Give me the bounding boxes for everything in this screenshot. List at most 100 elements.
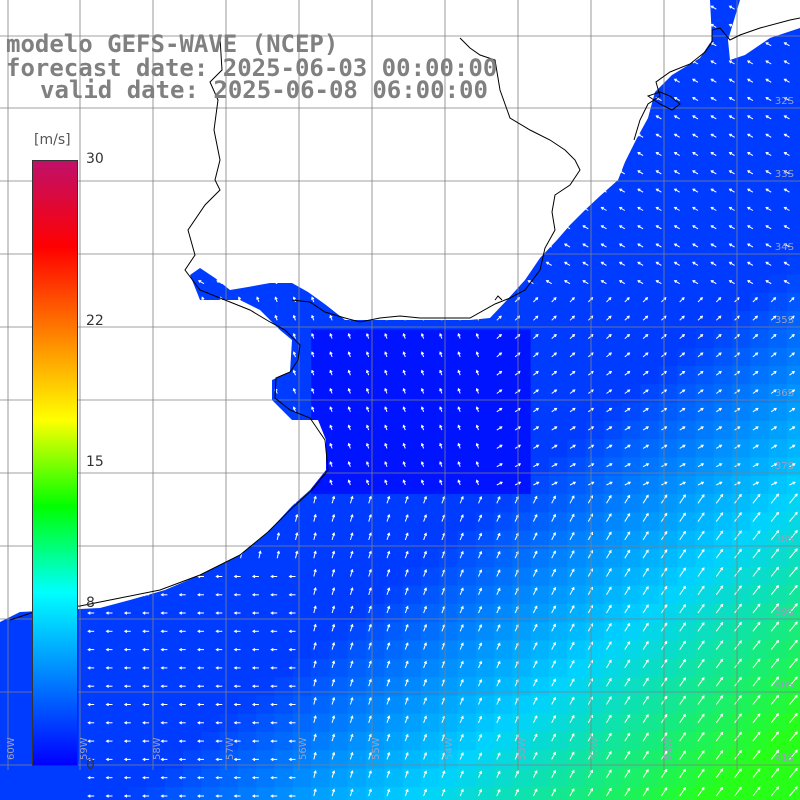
wind-arrow-head (746, 225, 751, 229)
wind-arrow-head (700, 370, 704, 374)
wind-arrow-head (535, 426, 540, 430)
wind-arrow-head (645, 444, 650, 448)
wind-arrow-head (757, 511, 761, 516)
field-cell (494, 494, 513, 513)
wind-arrow-head (673, 97, 678, 101)
field-cell (347, 732, 367, 751)
wind-arrow (313, 496, 317, 504)
field-cell (603, 292, 623, 312)
wind-arrow-head (457, 333, 461, 337)
wind-arrow-head (637, 152, 641, 155)
wind-arrow-head (87, 684, 91, 688)
wind-arrow-head (627, 444, 631, 448)
field-cell (732, 713, 751, 733)
field-cell (549, 713, 568, 733)
field-cell (677, 109, 696, 129)
wind-arrow-head (499, 463, 503, 467)
wind-arrow (386, 496, 390, 504)
field-cell (237, 567, 257, 587)
field-cell (366, 402, 385, 422)
wind-arrow (679, 481, 686, 486)
field-cell (677, 366, 696, 385)
field-cell (603, 311, 623, 330)
wind-arrow-head (591, 481, 595, 485)
field-cell (786, 146, 800, 166)
wind-arrow-head (746, 115, 751, 119)
wind-arrow (441, 661, 445, 669)
field-cell (494, 457, 513, 477)
wind-arrow (679, 549, 686, 559)
wind-arrow (715, 585, 724, 596)
wind-arrow-head (773, 315, 777, 319)
wind-arrow-head (627, 513, 631, 517)
wind-arrow (752, 426, 759, 431)
field-cell (695, 237, 715, 257)
wind-arrow-head (497, 550, 501, 555)
field-cell (91, 732, 111, 751)
field-cell (402, 494, 422, 513)
field-cell (549, 658, 568, 678)
wind-arrow (715, 622, 724, 632)
wind-arrow-head (710, 60, 714, 64)
wind-arrow (349, 624, 353, 632)
field-cell (420, 439, 440, 459)
field-cell (274, 640, 294, 660)
field-cell (311, 311, 330, 330)
field-cell (311, 658, 330, 678)
wind-arrow-head (368, 605, 372, 609)
wind-arrow (752, 494, 761, 504)
wind-arrow-head (773, 444, 778, 448)
field-cell (713, 713, 733, 733)
wind-arrow-head (478, 587, 483, 591)
wind-arrow-head (627, 604, 631, 608)
field-cell (622, 494, 642, 513)
wind-arrow-head (655, 225, 659, 229)
wind-arrow-head (737, 426, 741, 430)
wind-arrow-head (608, 622, 612, 627)
wind-arrow-head (618, 261, 623, 265)
wind-arrow (582, 261, 589, 266)
wind-arrow-head (347, 461, 351, 465)
field-cell (713, 512, 733, 532)
wind-arrow (331, 496, 335, 504)
wind-arrow (478, 643, 482, 650)
wind-arrow (459, 661, 464, 669)
wind-arrow-head (673, 170, 678, 174)
field-cell (603, 201, 623, 221)
wind-arrow-head (384, 442, 388, 447)
field-cell (311, 549, 330, 568)
wind-arrow (715, 695, 724, 705)
wind-arrow (564, 261, 571, 266)
wind-arrow-head (738, 621, 742, 626)
wind-arrow-head (710, 225, 714, 229)
wind-arrow-head (535, 333, 539, 338)
wind-arrow (587, 660, 593, 669)
wind-arrow-head (497, 605, 501, 610)
field-cell (640, 567, 660, 587)
field-cell (603, 219, 623, 239)
field-cell (0, 640, 19, 660)
wind-arrow (423, 533, 427, 541)
wind-arrow-head (498, 370, 503, 374)
field-cell (658, 786, 678, 800)
wind-arrow (386, 661, 390, 669)
field-cell (786, 256, 800, 276)
wind-arrow (331, 551, 335, 559)
field-cell (567, 311, 587, 330)
wind-arrow-head (738, 511, 742, 516)
wind-arrow-head (645, 695, 649, 700)
field-cell (219, 695, 239, 715)
wind-arrow-head (765, 78, 769, 82)
field-cell (0, 750, 19, 770)
wind-arrow (770, 567, 779, 577)
field-cell (768, 366, 788, 385)
field-cell (732, 73, 751, 93)
wind-arrow (679, 494, 686, 504)
wind-arrow-head (773, 407, 777, 411)
field-cell (146, 658, 166, 678)
field-cell (402, 530, 422, 550)
field-cell (311, 695, 330, 715)
wind-arrow (441, 551, 445, 559)
wind-arrow-head (655, 188, 659, 192)
field-cell (219, 786, 239, 800)
